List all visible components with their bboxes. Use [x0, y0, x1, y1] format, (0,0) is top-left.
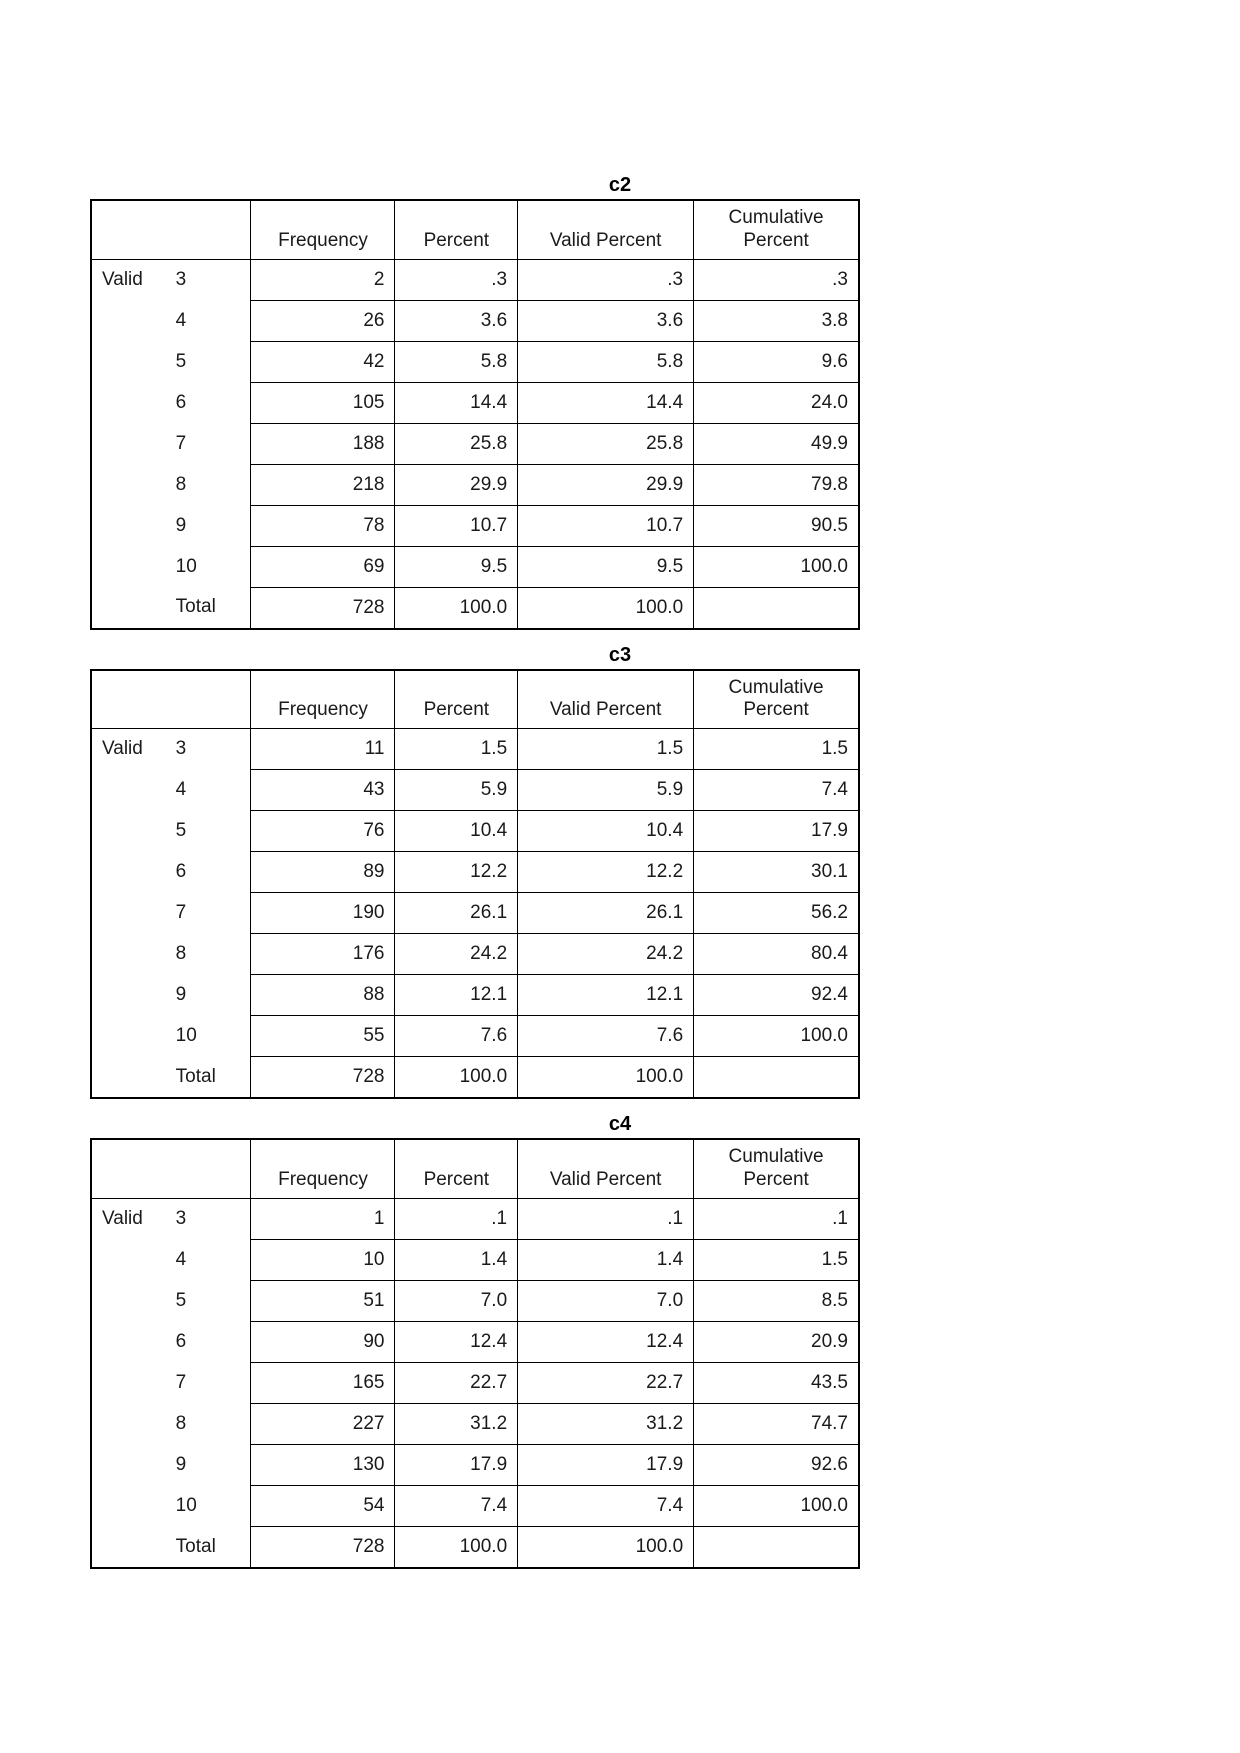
cell-percent: .3 — [395, 259, 518, 300]
header-blank — [91, 1139, 251, 1198]
table-row-total: Total 728 100.0 100.0 — [91, 1526, 859, 1568]
row-group-label: Valid — [91, 729, 166, 770]
table-row: 6 89 12.2 12.2 30.1 — [91, 852, 859, 893]
header-percent: Percent — [395, 670, 518, 729]
table-row: 9 78 10.7 10.7 90.5 — [91, 505, 859, 546]
total-label: Total — [166, 1526, 251, 1568]
table-row: 7 165 22.7 22.7 43.5 — [91, 1362, 859, 1403]
header-valid-percent: Valid Percent — [518, 200, 694, 259]
category-label: 9 — [166, 505, 251, 546]
category-label: 3 — [166, 1198, 251, 1239]
header-cumulative-percent: CumulativePercent — [694, 200, 859, 259]
table-row: 5 76 10.4 10.4 17.9 — [91, 811, 859, 852]
cell-frequency: 2 — [251, 259, 395, 300]
table-row: 4 43 5.9 5.9 7.4 — [91, 770, 859, 811]
table-title: c4 — [90, 1109, 1150, 1138]
table-row: 4 26 3.6 3.6 3.8 — [91, 300, 859, 341]
table-row: 5 42 5.8 5.8 9.6 — [91, 341, 859, 382]
table-row: 9 130 17.9 17.9 92.6 — [91, 1444, 859, 1485]
header-blank — [91, 200, 251, 259]
header-frequency: Frequency — [251, 200, 395, 259]
table-row: 10 54 7.4 7.4 100.0 — [91, 1485, 859, 1526]
header-percent: Percent — [395, 1139, 518, 1198]
table-row: 8 227 31.2 31.2 74.7 — [91, 1403, 859, 1444]
table: Frequency Percent Valid Percent Cumulati… — [90, 199, 860, 630]
category-label: 4 — [166, 300, 251, 341]
category-label: 3 — [166, 259, 251, 300]
table-row-total: Total 728 100.0 100.0 — [91, 1057, 859, 1099]
category-label: 3 — [166, 729, 251, 770]
table-row: 7 188 25.8 25.8 49.9 — [91, 423, 859, 464]
frequency-table-c3: c3 Frequency Percent Valid Percent Cumul… — [90, 640, 1150, 1100]
table-row: 8 218 29.9 29.9 79.8 — [91, 464, 859, 505]
table-row: 10 69 9.5 9.5 100.0 — [91, 546, 859, 587]
row-group-label: Valid — [91, 259, 166, 300]
table-row: 6 90 12.4 12.4 20.9 — [91, 1321, 859, 1362]
header-cumulative-percent: CumulativePercent — [694, 1139, 859, 1198]
row-group-label: Valid — [91, 1198, 166, 1239]
cell-valid-percent: .3 — [518, 259, 694, 300]
category-label: 6 — [166, 382, 251, 423]
total-label: Total — [166, 1057, 251, 1099]
category-label: 10 — [166, 546, 251, 587]
table-title: c2 — [90, 170, 1150, 199]
frequency-table-c4: c4 Frequency Percent Valid Percent Cumul… — [90, 1109, 1150, 1569]
table-row: Valid 3 2 .3 .3 .3 — [91, 259, 859, 300]
header-frequency: Frequency — [251, 670, 395, 729]
header-blank — [91, 670, 251, 729]
table-row: 5 51 7.0 7.0 8.5 — [91, 1280, 859, 1321]
header-valid-percent: Valid Percent — [518, 670, 694, 729]
table: Frequency Percent Valid Percent Cumulati… — [90, 669, 860, 1100]
table: Frequency Percent Valid Percent Cumulati… — [90, 1138, 860, 1569]
table-row: 9 88 12.1 12.1 92.4 — [91, 975, 859, 1016]
frequency-table-c2: c2 Frequency Percent Valid Percent Cumul… — [90, 170, 1150, 630]
category-label: 7 — [166, 423, 251, 464]
header-cumulative-percent: CumulativePercent — [694, 670, 859, 729]
table-title: c3 — [90, 640, 1150, 669]
table-row: Valid 3 1 .1 .1 .1 — [91, 1198, 859, 1239]
category-label: 8 — [166, 464, 251, 505]
table-row-total: Total 728 100.0 100.0 — [91, 587, 859, 629]
table-row: Valid 3 11 1.5 1.5 1.5 — [91, 729, 859, 770]
table-row: 7 190 26.1 26.1 56.2 — [91, 893, 859, 934]
table-row: 8 176 24.2 24.2 80.4 — [91, 934, 859, 975]
header-frequency: Frequency — [251, 1139, 395, 1198]
table-row: 6 105 14.4 14.4 24.0 — [91, 382, 859, 423]
page: c2 Frequency Percent Valid Percent Cumul… — [0, 0, 1240, 1669]
cell-cumulative: .3 — [694, 259, 859, 300]
header-valid-percent: Valid Percent — [518, 1139, 694, 1198]
total-label: Total — [166, 587, 251, 629]
table-row: 10 55 7.6 7.6 100.0 — [91, 1016, 859, 1057]
header-percent: Percent — [395, 200, 518, 259]
table-row: 4 10 1.4 1.4 1.5 — [91, 1239, 859, 1280]
category-label: 5 — [166, 341, 251, 382]
